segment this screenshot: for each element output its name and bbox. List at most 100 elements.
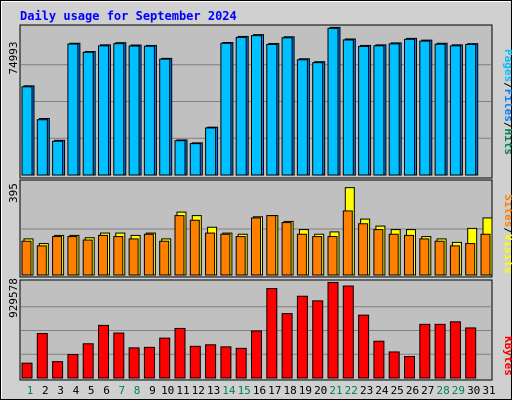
sites-bar [52, 236, 63, 276]
kbytes-bar [67, 353, 79, 379]
pages-bar [266, 43, 278, 176]
visits-ytick-label: 395 [7, 183, 20, 203]
kbytes-bar [189, 345, 201, 379]
pages-bar [21, 86, 33, 176]
kbytes-bar [342, 285, 354, 379]
sites-bar [143, 233, 154, 276]
day-label: 25 [391, 384, 404, 397]
day-label: 5 [88, 384, 95, 397]
day-label: 15 [238, 384, 251, 397]
legend-sep-1: / [502, 82, 512, 89]
kbytes-bar [98, 324, 109, 379]
kbytes-bar [373, 340, 385, 379]
legend-hits: Hits [502, 129, 512, 156]
visits-panel-legend: Sites/Visits [502, 194, 512, 274]
day-label: 13 [207, 384, 220, 397]
sites-bar [266, 215, 277, 276]
kbytes-bar [251, 330, 262, 379]
kbytes-bar [465, 327, 477, 379]
day-label: 22 [345, 384, 358, 397]
day-label: 14 [222, 384, 236, 397]
kbytes-bar [296, 295, 308, 379]
pages-bar [220, 42, 232, 176]
kbytes-bar [449, 321, 461, 379]
pages-bar [296, 59, 308, 176]
kbytes-bar [113, 332, 125, 379]
pages-bar [128, 45, 140, 176]
pages-bar [205, 127, 217, 176]
sites-bar [235, 236, 246, 276]
sites-bar [128, 238, 139, 276]
sites-bar [342, 210, 353, 276]
kbytes-bar [434, 323, 446, 379]
day-label: 11 [176, 384, 189, 397]
day-label: 7 [118, 384, 125, 397]
pages-bar [174, 140, 186, 176]
pages-bar [404, 38, 415, 176]
sites-bar [388, 233, 399, 276]
hits-panel-legend: Pages/Files/Hits [502, 49, 512, 155]
kbytes-bar [358, 314, 370, 379]
sites-bar [373, 229, 384, 276]
sites-bar [159, 240, 170, 276]
kbytes-bar [404, 356, 415, 379]
pages-bar [327, 27, 339, 176]
bar-marks [21, 26, 493, 379]
day-label: 29 [452, 384, 465, 397]
kbytes-bar [174, 327, 186, 379]
kbytes-panel-legend: KBytes [502, 336, 512, 376]
pages-bar [251, 35, 262, 176]
kbytes-bar [235, 347, 247, 379]
kbytes-bar [220, 346, 232, 379]
sites-bar [67, 236, 78, 276]
pages-bar [312, 62, 324, 176]
sites-bar [82, 239, 93, 276]
kbytes-ytick-label: 929578 [7, 278, 20, 318]
day-label: 21 [329, 384, 342, 397]
day-label: 10 [161, 384, 174, 397]
kbytes-bar [128, 347, 140, 379]
sites-bar [98, 234, 108, 276]
day-label: 16 [253, 384, 266, 397]
day-label: 28 [436, 384, 449, 397]
day-label: 20 [314, 384, 327, 397]
day-label: 12 [192, 384, 205, 397]
pages-bar [159, 58, 171, 176]
legend-sep-2: / [502, 122, 512, 129]
pages-bar [388, 43, 400, 176]
sites-bar [220, 233, 231, 276]
sites-bar [21, 240, 32, 276]
sites-bar [36, 245, 47, 276]
pages-bar [143, 45, 155, 176]
sites-bar [465, 243, 476, 276]
sites-bar [281, 222, 292, 276]
day-label: 30 [467, 384, 480, 397]
day-label: 6 [103, 384, 110, 397]
kbytes-bar [205, 344, 217, 379]
kbytes-bar [312, 300, 324, 379]
pages-bar [189, 143, 201, 176]
day-label: 19 [299, 384, 312, 397]
pages-bar [358, 45, 370, 176]
pages-bar [281, 37, 293, 176]
sites-bar [189, 219, 200, 276]
legend-sites: Sites [502, 194, 512, 227]
day-axis: 1 2 3 4 5 6 7 8 9 10 11 12 13 14 15 16 17 18 19 20 21 22 23 24 2… [27, 384, 496, 397]
pages-bar [419, 40, 431, 176]
pages-bar [82, 51, 94, 176]
day-label: 4 [73, 384, 80, 397]
sites-bar [404, 234, 414, 276]
pages-bar [449, 45, 461, 176]
pages-bar [67, 43, 79, 176]
day-label: 17 [268, 384, 281, 397]
day-label: 2 [42, 384, 49, 397]
pages-bar [113, 43, 125, 176]
kbytes-bar [21, 362, 33, 379]
day-label: 31 [482, 384, 495, 397]
day-label: 23 [360, 384, 373, 397]
day-label: 3 [57, 384, 64, 397]
kbytes-bar [82, 343, 94, 379]
day-label: 8 [134, 384, 141, 397]
day-label: 24 [375, 384, 389, 397]
